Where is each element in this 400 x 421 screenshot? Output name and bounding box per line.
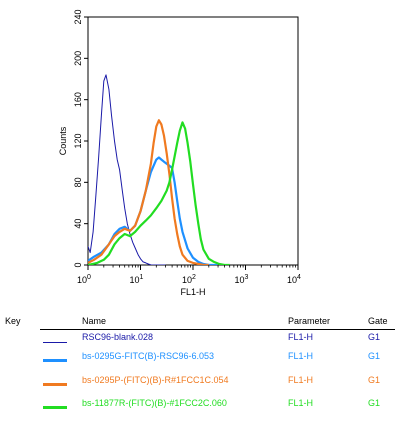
histogram-chart: 0 40 80 120 160 200 240 100 101 102 103 104 Counts…: [58, 9, 301, 297]
legend-row-parameter: FL1-H: [288, 398, 314, 408]
legend-row-name: bs-11877R-(FITC)(B)-#1FCC2C.060: [82, 398, 227, 408]
legend-row-parameter: FL1-H: [288, 332, 314, 342]
legend-header-key: Key: [5, 316, 21, 326]
legend-row-gate: G1: [368, 332, 381, 342]
series-layer: [88, 74, 230, 265]
legend-row-name: RSC96-blank.028: [82, 332, 154, 342]
legend-header-divider: [40, 329, 395, 330]
legend-swatch: [43, 342, 67, 343]
legend-row: RSC96-blank.028 FL1-H G1: [0, 332, 400, 350]
y-tick-label: 160: [73, 92, 83, 107]
legend-row: bs-0295P-(FITC)(B)-R#1FCC1C.054 FL1-H G1: [0, 375, 400, 393]
legend-row-name: bs-0295P-(FITC)(B)-R#1FCC1C.054: [82, 375, 229, 385]
legend-header-name: Name: [82, 316, 107, 326]
y-tick-label: 120: [73, 133, 83, 148]
series-line: [88, 156, 218, 265]
x-axis: 100 101 102 103 104: [77, 265, 301, 285]
series-line: [88, 119, 209, 265]
x-tick-label: 100: [77, 274, 91, 285]
x-tick-label: 104: [287, 274, 301, 285]
x-tick-label: 102: [182, 274, 196, 285]
legend-header-parameter: Parameter: [288, 316, 331, 326]
series-line: [88, 74, 166, 265]
legend-row-parameter: FL1-H: [288, 375, 314, 385]
legend-row-parameter: FL1-H: [288, 351, 314, 361]
y-axis-title: Counts: [58, 126, 68, 155]
y-axis: 0 40 80 120 160 200 240: [73, 9, 88, 268]
y-tick-label: 200: [73, 51, 83, 66]
y-tick-label: 80: [73, 177, 83, 187]
y-tick-label: 240: [73, 9, 83, 24]
x-axis-title: FL1-H: [180, 287, 205, 297]
legend-row-name: bs-0295G-FITC(B)-RSC96-6.053: [82, 351, 215, 361]
legend-row-gate: G1: [368, 351, 381, 361]
legend-row: bs-0295G-FITC(B)-RSC96-6.053 FL1-H G1: [0, 351, 400, 369]
legend-table: Key Name Parameter Gate RSC96-blank.028 …: [0, 300, 400, 421]
legend-row: bs-11877R-(FITC)(B)-#1FCC2C.060 FL1-H G1: [0, 398, 400, 416]
y-tick-label: 0: [73, 262, 83, 267]
x-tick-label: 101: [130, 274, 144, 285]
x-tick-label: 103: [235, 274, 249, 285]
y-tick-label: 40: [73, 219, 83, 229]
series-line: [88, 121, 230, 265]
legend-row-gate: G1: [368, 398, 381, 408]
legend-swatch: [43, 406, 67, 409]
legend-swatch: [43, 359, 67, 362]
legend-swatch: [43, 383, 67, 386]
legend-header-gate: Gate: [368, 316, 388, 326]
legend-row-gate: G1: [368, 375, 381, 385]
